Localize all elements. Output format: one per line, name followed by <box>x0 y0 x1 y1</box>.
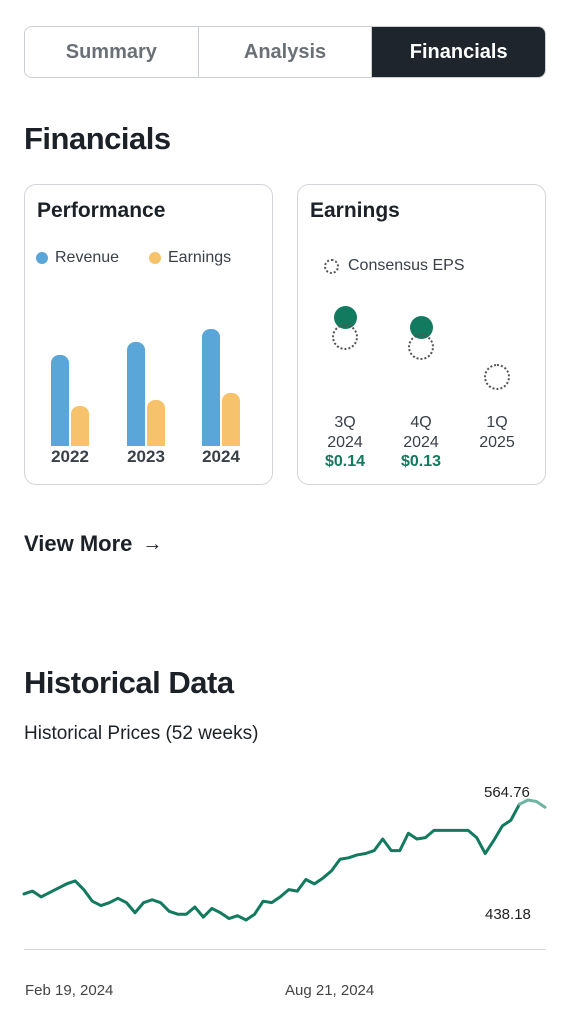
earnings-bar-2022 <box>71 405 89 446</box>
performance-title: Performance <box>37 199 166 222</box>
year-label-2023: 2023 <box>127 447 165 466</box>
tab-analysis[interactable]: Analysis <box>198 27 373 77</box>
price-line-recent <box>517 798 547 809</box>
start-date-label: Feb 19, 2024 <box>25 982 114 999</box>
earnings-legend-dot <box>149 252 161 264</box>
earnings-legend: Earnings <box>149 249 231 267</box>
price-low-label: 438.18 <box>485 906 531 923</box>
chart-baseline <box>24 949 546 950</box>
tab-bar: Summary Analysis Financials <box>24 26 546 78</box>
consensus-legend-label: Consensus EPS <box>348 257 465 274</box>
actual-eps-marker <box>334 306 357 329</box>
performance-card[interactable]: Performance Revenue Earnings 2022 2023 202… <box>24 184 273 485</box>
earnings-bar-2024 <box>222 392 240 446</box>
revenue-legend-dot <box>36 252 48 264</box>
quarter-label: 4Q 2024 <box>403 414 439 451</box>
earnings-card[interactable]: Earnings Consensus EPS 3Q 2024 $0.14 4Q 2024… <box>297 184 546 485</box>
financials-heading: Financials <box>24 121 171 156</box>
tab-financials[interactable]: Financials <box>372 27 545 77</box>
revenue-bar-2022 <box>51 355 69 446</box>
consensus-eps-marker <box>332 324 358 350</box>
view-more-label: View More <box>24 531 133 556</box>
earnings-bar-2023 <box>147 399 165 446</box>
consensus-eps-marker <box>484 364 510 390</box>
earnings-title: Earnings <box>310 199 400 222</box>
arrow-right-icon: → <box>142 532 163 555</box>
price-chart[interactable] <box>0 760 569 1000</box>
earnings-legend-label: Earnings <box>168 249 232 266</box>
year-label-2022: 2022 <box>51 447 89 466</box>
price-line <box>22 802 521 922</box>
revenue-bar-2023 <box>127 342 145 446</box>
quarter-label: 1Q 2025 <box>479 414 515 451</box>
historical-subtitle: Historical Prices (52 weeks) <box>24 723 259 744</box>
consensus-legend-dot <box>324 258 339 274</box>
price-high-label: 564.76 <box>484 784 530 801</box>
historical-heading: Historical Data <box>24 665 234 700</box>
consensus-legend: Consensus EPS <box>324 257 465 275</box>
tab-summary[interactable]: Summary <box>25 27 199 77</box>
quarter-label: 3Q 2024 <box>327 414 363 451</box>
actual-eps-marker <box>410 316 433 339</box>
view-more-link[interactable]: View More → <box>24 531 162 557</box>
revenue-legend: Revenue <box>36 249 119 267</box>
mid-date-label: Aug 21, 2024 <box>285 982 375 999</box>
year-label-2024: 2024 <box>202 447 240 466</box>
revenue-bar-2024 <box>202 329 220 446</box>
consensus-eps-marker <box>408 334 434 360</box>
actual-eps-value: $0.14 <box>324 453 366 470</box>
actual-eps-value: $0.13 <box>400 453 442 470</box>
revenue-legend-label: Revenue <box>55 249 120 266</box>
